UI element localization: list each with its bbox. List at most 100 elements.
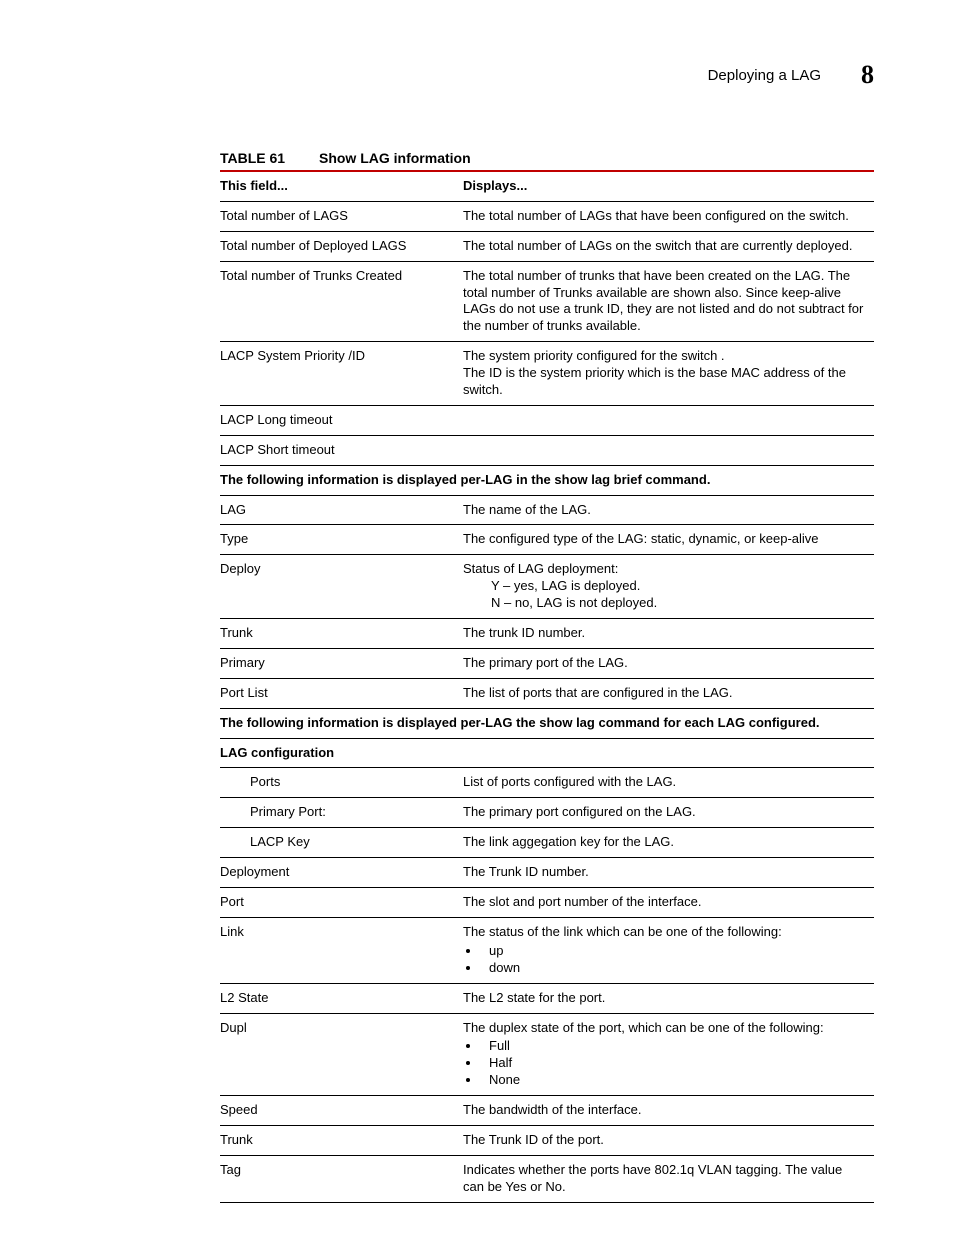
status-line: N – no, LAG is not deployed. bbox=[491, 595, 866, 612]
table-cell-field: Port List bbox=[220, 678, 463, 708]
bullet-list: FullHalfNone bbox=[463, 1038, 866, 1089]
document-page: Deploying a LAG 8 TABLE 61 Show LAG info… bbox=[0, 0, 954, 1235]
display-intro: The duplex state of the port, which can … bbox=[463, 1020, 866, 1037]
bullet-list: updown bbox=[463, 943, 866, 977]
table-row: TagIndicates whether the ports have 802.… bbox=[220, 1155, 874, 1202]
table-cell-field: Total number of Deployed LAGS bbox=[220, 231, 463, 261]
table-row: DeploymentThe Trunk ID number. bbox=[220, 858, 874, 888]
table-row: LinkThe status of the link which can be … bbox=[220, 917, 874, 983]
bullet-item: down bbox=[481, 960, 866, 977]
table-cell-field: Deployment bbox=[220, 858, 463, 888]
table-cell-display: The configured type of the LAG: static, … bbox=[463, 525, 874, 555]
table-cell-display: The L2 state for the port. bbox=[463, 983, 874, 1013]
section-config-heading: The following information is displayed p… bbox=[220, 708, 874, 738]
table-cell-display: List of ports configured with the LAG. bbox=[463, 768, 874, 798]
col-header-field: This field... bbox=[220, 171, 463, 201]
section-heading-row: The following information is displayed p… bbox=[220, 708, 874, 738]
table-cell-display: The total number of trunks that have bee… bbox=[463, 261, 874, 342]
table-cell-display bbox=[463, 405, 874, 435]
status-line: Y – yes, LAG is deployed. bbox=[491, 578, 866, 595]
indented-field-label: Primary Port: bbox=[220, 804, 326, 821]
display-intro: Status of LAG deployment: bbox=[463, 561, 866, 578]
table-cell-display: The status of the link which can be one … bbox=[463, 917, 874, 983]
table-row: Total number of Trunks CreatedThe total … bbox=[220, 261, 874, 342]
table-cell-display: The system priority configured for the s… bbox=[463, 342, 874, 406]
table-cell-field: Trunk bbox=[220, 619, 463, 649]
table-cell-display: The total number of LAGs on the switch t… bbox=[463, 231, 874, 261]
table-row: Ports List of ports configured with the L… bbox=[220, 768, 874, 798]
table-cell-field: Tag bbox=[220, 1155, 463, 1202]
table-cell-field: LACP System Priority /ID bbox=[220, 342, 463, 406]
table-row: Primary Port: The primary port configured… bbox=[220, 798, 874, 828]
section-brief-heading: The following information is displayed p… bbox=[220, 465, 874, 495]
page-header: Deploying a LAG 8 bbox=[220, 60, 874, 90]
indented-field-label: Ports bbox=[220, 774, 280, 791]
table-row: LACP Short timeout bbox=[220, 435, 874, 465]
table-cell-display: The trunk ID number. bbox=[463, 619, 874, 649]
bullet-item: up bbox=[481, 943, 866, 960]
table-row: TypeThe configured type of the LAG: stat… bbox=[220, 525, 874, 555]
table-cell-field: Link bbox=[220, 917, 463, 983]
table-cell-display: The Trunk ID of the port. bbox=[463, 1125, 874, 1155]
table-cell-field: Total number of Trunks Created bbox=[220, 261, 463, 342]
indented-field-label: LACP Key bbox=[220, 834, 310, 851]
bullet-item: Half bbox=[481, 1055, 866, 1072]
table-cell-field: Total number of LAGS bbox=[220, 201, 463, 231]
table-cell-display: The primary port configured on the LAG. bbox=[463, 798, 874, 828]
table-caption: TABLE 61 Show LAG information bbox=[220, 150, 874, 166]
table-row: LAGThe name of the LAG. bbox=[220, 495, 874, 525]
table-row: DeployStatus of LAG deployment:Y – yes, … bbox=[220, 555, 874, 619]
table-cell-display: The link aggegation key for the LAG. bbox=[463, 828, 874, 858]
table-row: LACP Key The link aggegation key for the … bbox=[220, 828, 874, 858]
table-cell-field: Deploy bbox=[220, 555, 463, 619]
table-cell-display: Status of LAG deployment:Y – yes, LAG is… bbox=[463, 555, 874, 619]
display-intro: The status of the link which can be one … bbox=[463, 924, 866, 941]
table-cell-field: Ports bbox=[220, 768, 463, 798]
table-cell-display: The name of the LAG. bbox=[463, 495, 874, 525]
table-row: TrunkThe trunk ID number. bbox=[220, 619, 874, 649]
table-cell-field: Primary bbox=[220, 648, 463, 678]
chapter-number: 8 bbox=[861, 60, 874, 90]
table-row: Total number of Deployed LAGSThe total n… bbox=[220, 231, 874, 261]
table-cell-field: LACP Short timeout bbox=[220, 435, 463, 465]
table-cell-field: LACP Long timeout bbox=[220, 405, 463, 435]
table-cell-field: LAG bbox=[220, 495, 463, 525]
table-cell-field: L2 State bbox=[220, 983, 463, 1013]
table-label: TABLE 61 bbox=[220, 150, 285, 166]
lag-info-table: This field... Displays... Total number o… bbox=[220, 170, 874, 1203]
table-cell-display: The duplex state of the port, which can … bbox=[463, 1013, 874, 1096]
table-title: Show LAG information bbox=[319, 150, 471, 166]
table-cell-field: Trunk bbox=[220, 1125, 463, 1155]
table-cell-field: Dupl bbox=[220, 1013, 463, 1096]
table-row: Total number of LAGSThe total number of … bbox=[220, 201, 874, 231]
col-header-display: Displays... bbox=[463, 171, 874, 201]
table-cell-display: The bandwidth of the interface. bbox=[463, 1096, 874, 1126]
table-cell-field: Speed bbox=[220, 1096, 463, 1126]
table-row: PrimaryThe primary port of the LAG. bbox=[220, 648, 874, 678]
bullet-item: None bbox=[481, 1072, 866, 1089]
table-header-row: This field... Displays... bbox=[220, 171, 874, 201]
table-row: PortThe slot and port number of the inte… bbox=[220, 888, 874, 918]
table-cell-field: Type bbox=[220, 525, 463, 555]
table-row: LACP Long timeout bbox=[220, 405, 874, 435]
table-cell-field: Primary Port: bbox=[220, 798, 463, 828]
table-cell-field: LACP Key bbox=[220, 828, 463, 858]
table-cell-display: The slot and port number of the interfac… bbox=[463, 888, 874, 918]
table-cell-display: The total number of LAGs that have been … bbox=[463, 201, 874, 231]
section-heading-row: The following information is displayed p… bbox=[220, 465, 874, 495]
table-cell-display: The list of ports that are configured in… bbox=[463, 678, 874, 708]
table-cell-field: Port bbox=[220, 888, 463, 918]
table-cell-display bbox=[463, 435, 874, 465]
table-cell-display: The Trunk ID number. bbox=[463, 858, 874, 888]
bullet-item: Full bbox=[481, 1038, 866, 1055]
page-header-title: Deploying a LAG bbox=[708, 67, 821, 84]
table-row: L2 StateThe L2 state for the port. bbox=[220, 983, 874, 1013]
config-subheading: LAG configuration bbox=[220, 738, 874, 768]
table-cell-display: The primary port of the LAG. bbox=[463, 648, 874, 678]
table-row: TrunkThe Trunk ID of the port. bbox=[220, 1125, 874, 1155]
table-row: SpeedThe bandwidth of the interface. bbox=[220, 1096, 874, 1126]
table-row: DuplThe duplex state of the port, which … bbox=[220, 1013, 874, 1096]
table-row: Port ListThe list of ports that are conf… bbox=[220, 678, 874, 708]
config-subheading-row: LAG configuration bbox=[220, 738, 874, 768]
table-cell-display: Indicates whether the ports have 802.1q … bbox=[463, 1155, 874, 1202]
